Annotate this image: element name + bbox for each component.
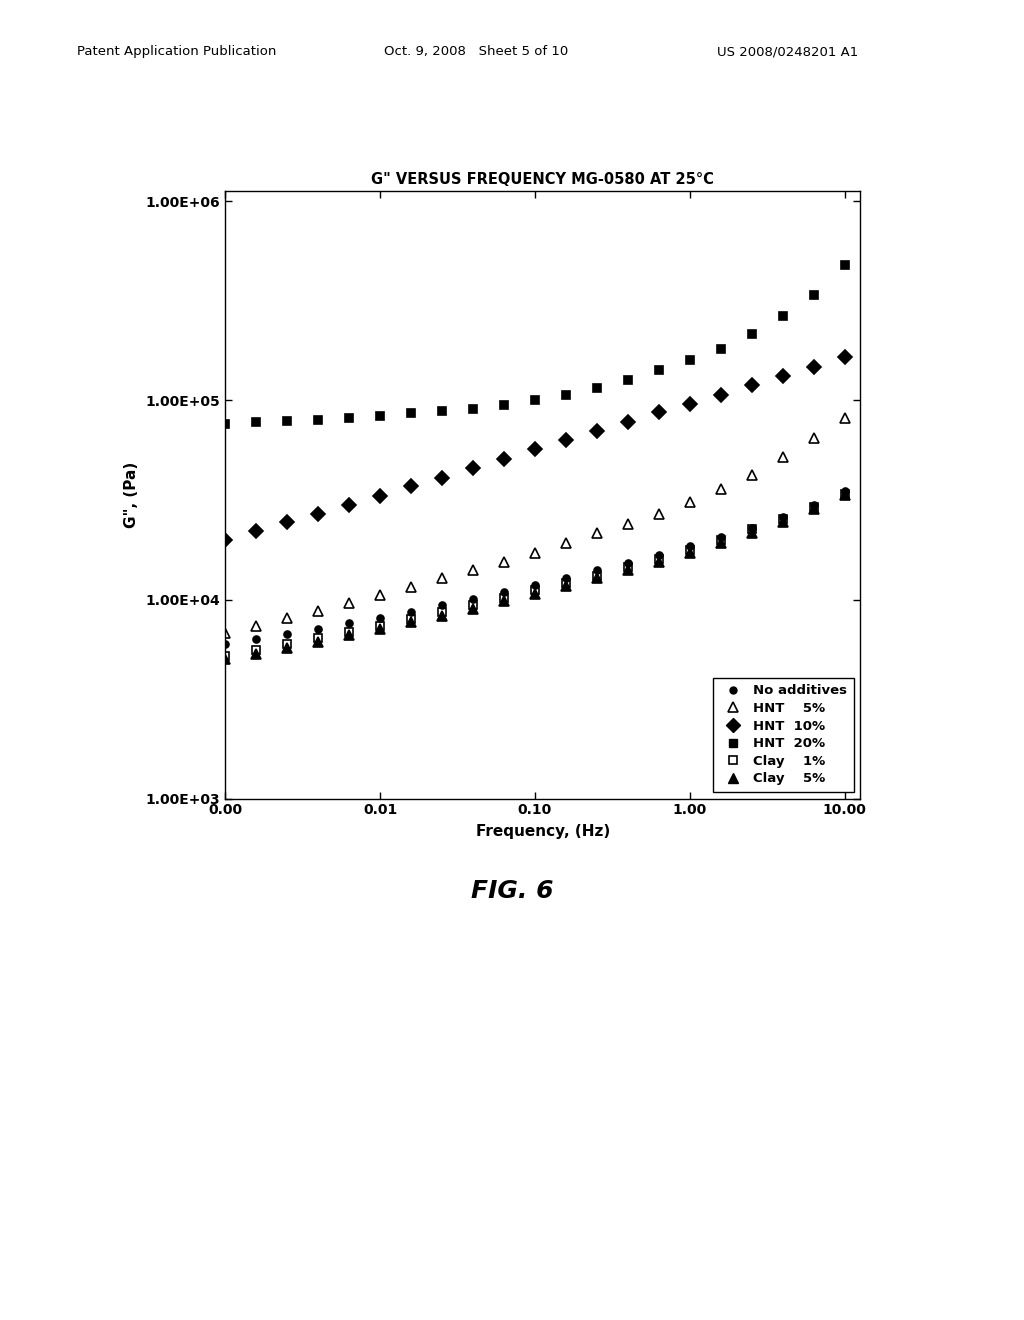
Text: Oct. 9, 2008   Sheet 5 of 10: Oct. 9, 2008 Sheet 5 of 10 <box>384 45 568 58</box>
Text: US 2008/0248201 A1: US 2008/0248201 A1 <box>717 45 858 58</box>
Legend: No additives, HNT    5%, HNT  10%, HNT  20%, Clay    1%, Clay    5%: No additives, HNT 5%, HNT 10%, HNT 20%, … <box>714 677 854 792</box>
X-axis label: Frequency, (Hz): Frequency, (Hz) <box>475 825 610 840</box>
Title: G" VERSUS FREQUENCY MG-0580 AT 25°C: G" VERSUS FREQUENCY MG-0580 AT 25°C <box>372 173 714 187</box>
Y-axis label: G", (Pa): G", (Pa) <box>124 462 138 528</box>
Text: FIG. 6: FIG. 6 <box>471 879 553 903</box>
Text: Patent Application Publication: Patent Application Publication <box>77 45 276 58</box>
